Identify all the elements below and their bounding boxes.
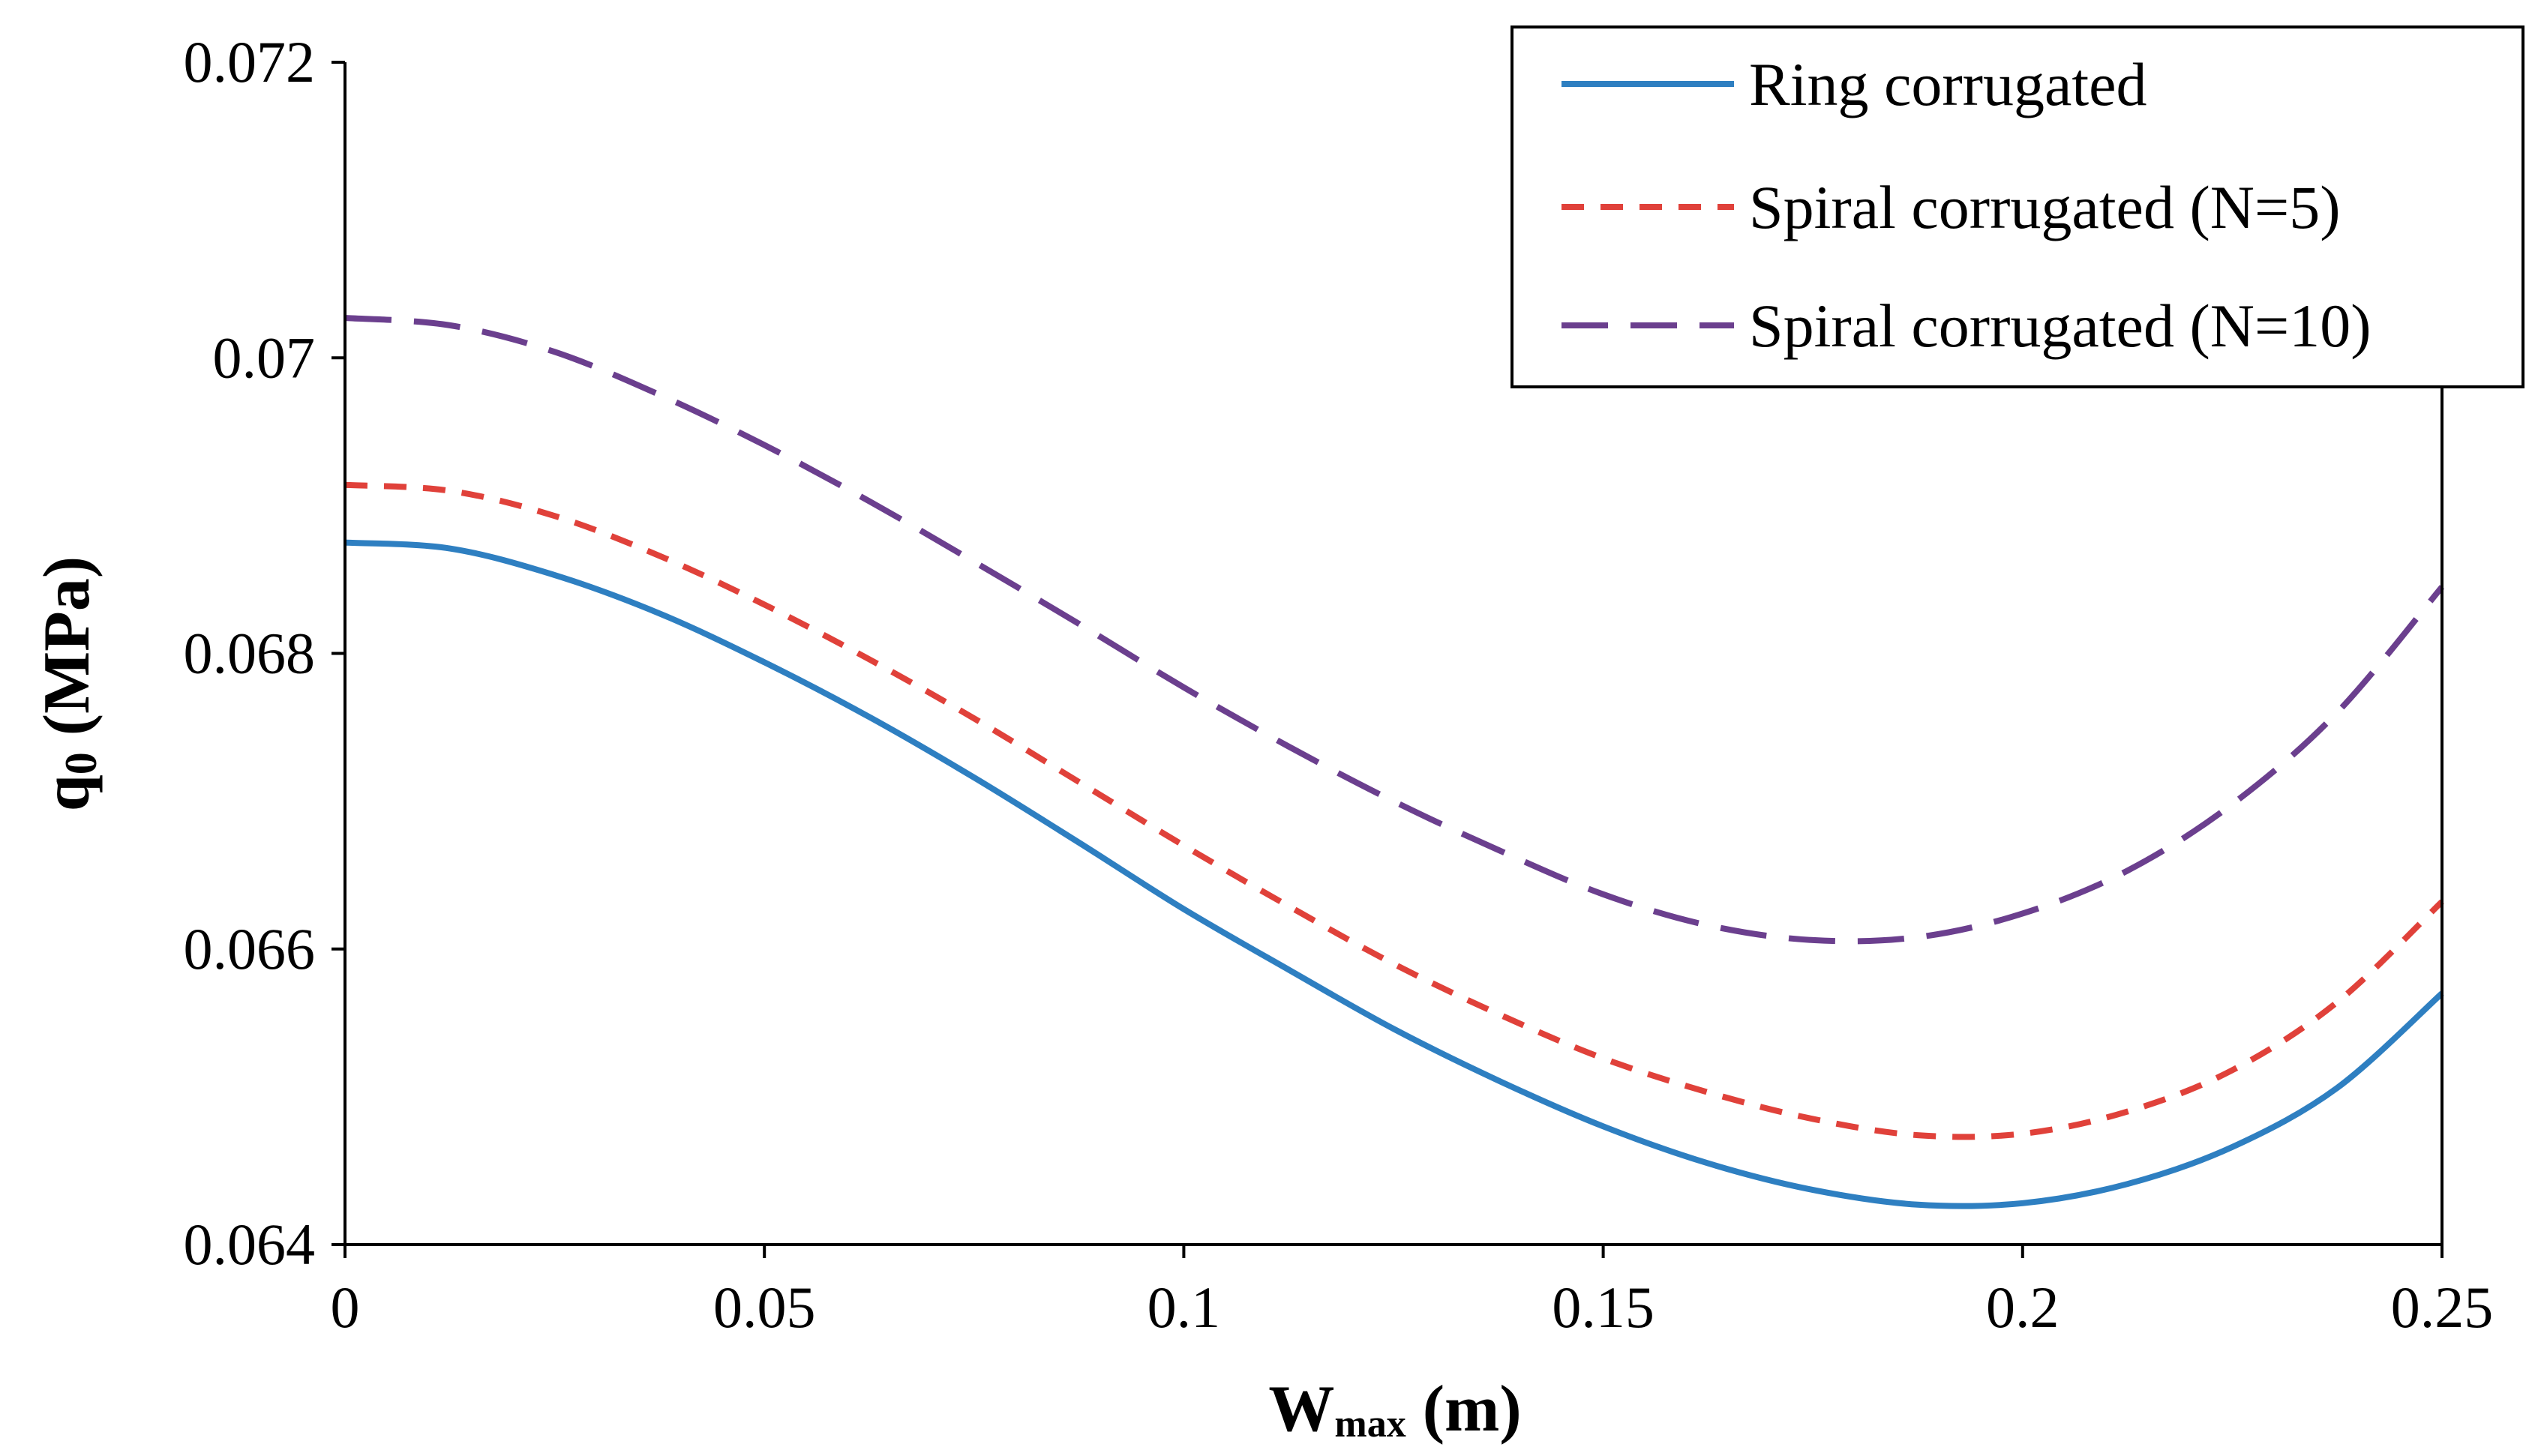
series-line-ring-corrugated — [344, 539, 2444, 1209]
y-axis-title-subscript: 0 — [56, 752, 106, 774]
legend: Ring corrugated Spiral corrugated (N=5) … — [1510, 25, 2524, 388]
legend-label-spiral-n10: Spiral corrugated (N=10) — [1749, 292, 2372, 360]
series-line-spiral-n5 — [344, 481, 2444, 1140]
y-tick-label: 0.07 — [213, 325, 316, 390]
y-tick-label: 0.072 — [184, 29, 316, 94]
plot-lines — [344, 315, 2445, 1209]
x-tick-label: 0.05 — [713, 1275, 816, 1340]
y-tick-label: 0.064 — [184, 1212, 316, 1277]
y-tick-label: 0.068 — [184, 621, 316, 686]
ticks: 0 0.05 0.1 0.15 0.2 0.25 0.064 0.066 0.068 0.07 0.… — [184, 29, 2494, 1340]
y-axis-title-unit: (MPa) — [31, 556, 104, 752]
x-axis-title: Wmax (m) — [1268, 1373, 1521, 1446]
y-axis-title-main: q — [31, 774, 104, 811]
y-tick-label: 0.066 — [184, 916, 316, 981]
x-tick-label: 0.1 — [1148, 1275, 1221, 1340]
series-line-spiral-n10 — [344, 315, 2445, 945]
x-axis-title-unit: (m) — [1406, 1373, 1522, 1446]
y-axis-title: q0 (MPa) — [31, 556, 106, 811]
x-axis-title-subscript: max — [1334, 1403, 1406, 1446]
x-axis-title-main: W — [1268, 1373, 1334, 1446]
x-tick-label: 0.25 — [2391, 1275, 2494, 1340]
x-tick-label: 0.15 — [1552, 1275, 1654, 1340]
legend-label-spiral-n5: Spiral corrugated (N=5) — [1749, 173, 2341, 241]
x-tick-label: 0.2 — [1986, 1275, 2060, 1340]
legend-label-ring-corrugated: Ring corrugated — [1749, 50, 2147, 118]
x-tick-label: 0 — [331, 1275, 360, 1340]
